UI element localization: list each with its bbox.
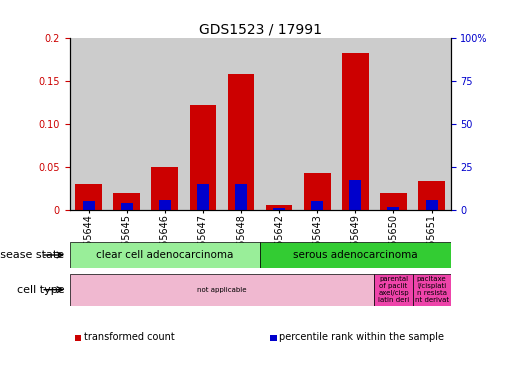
Bar [387,207,400,210]
Text: clear cell adenocarcinoma: clear cell adenocarcinoma [96,250,233,260]
Bar [425,200,438,210]
Bar [298,38,336,210]
Bar [190,105,216,210]
Bar [70,38,108,210]
Bar [235,184,247,210]
Text: parental
of paclit
axel/cisp
latin deri: parental of paclit axel/cisp latin deri [378,276,409,303]
Bar [82,201,95,210]
Bar [374,274,413,306]
Bar [311,201,323,210]
Bar [266,205,293,210]
Bar [121,203,133,210]
Bar [425,200,438,210]
Bar [336,38,374,210]
Bar [121,203,133,210]
Bar [70,242,260,268]
Bar [113,193,140,210]
Bar [151,167,178,210]
Bar [266,205,293,210]
Bar [311,201,323,210]
Bar [349,180,362,210]
Text: not applicable: not applicable [197,286,247,292]
Bar [151,167,178,210]
Bar [304,173,331,210]
Bar [108,38,146,210]
Text: percentile rank within the sample: percentile rank within the sample [280,333,444,342]
Text: serous adenocarcinoma: serous adenocarcinoma [293,250,418,260]
Bar [273,208,285,210]
Text: transformed count: transformed count [84,333,175,342]
Bar [159,200,171,210]
Bar [374,38,413,210]
Bar [342,53,369,210]
Bar [197,184,209,210]
Bar [387,207,400,210]
Bar [190,105,216,210]
Bar [75,184,102,210]
Bar [342,53,369,210]
Bar [146,38,184,210]
Bar [260,38,298,210]
Bar [159,200,171,210]
Bar [197,184,209,210]
Bar [349,180,362,210]
Bar [113,193,140,210]
Bar [413,38,451,210]
Text: disease state: disease state [0,250,64,260]
Bar [235,184,247,210]
Bar [380,193,407,210]
Bar [75,184,102,210]
Bar [380,193,407,210]
Bar [260,242,451,268]
Title: GDS1523 / 17991: GDS1523 / 17991 [199,22,321,36]
Bar [184,38,222,210]
Bar [304,173,331,210]
Bar [418,181,445,210]
Bar [70,274,374,306]
Bar [82,201,95,210]
Bar [228,74,254,210]
Bar [418,181,445,210]
Bar [222,38,260,210]
Text: cell type: cell type [17,285,64,295]
Text: pacltaxe
l/cisplati
n resista
nt derivat: pacltaxe l/cisplati n resista nt derivat [415,276,449,303]
Bar [413,274,451,306]
Bar [228,74,254,210]
Bar [273,208,285,210]
